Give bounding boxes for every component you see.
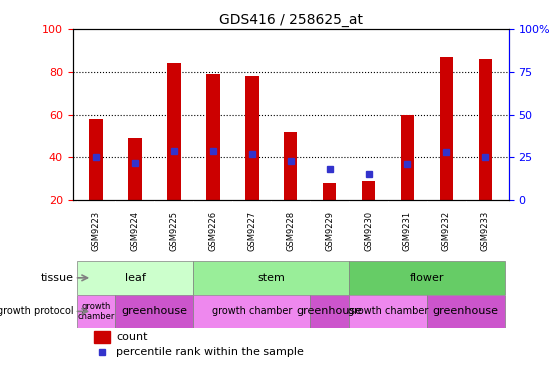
Text: GSM9228: GSM9228 <box>286 210 295 251</box>
Text: percentile rank within the sample: percentile rank within the sample <box>116 347 304 357</box>
Text: GSM9232: GSM9232 <box>442 210 451 251</box>
Bar <box>284 132 297 200</box>
Bar <box>323 183 337 200</box>
Bar <box>349 261 505 295</box>
Text: greenhouse: greenhouse <box>297 306 363 316</box>
Bar <box>94 331 110 343</box>
Bar <box>362 181 375 200</box>
Text: GSM9226: GSM9226 <box>209 210 217 251</box>
Text: count: count <box>116 332 148 342</box>
Title: GDS416 / 258625_at: GDS416 / 258625_at <box>219 13 363 27</box>
Text: GSM9229: GSM9229 <box>325 210 334 251</box>
Text: growth chamber: growth chamber <box>348 306 428 316</box>
Text: growth chamber: growth chamber <box>211 306 292 316</box>
Text: GSM9225: GSM9225 <box>169 210 178 251</box>
Bar <box>206 74 220 200</box>
Bar <box>479 59 492 200</box>
Text: GSM9230: GSM9230 <box>364 210 373 251</box>
Bar <box>439 57 453 200</box>
Text: growth protocol: growth protocol <box>0 306 73 316</box>
Bar <box>167 63 181 200</box>
Bar <box>77 295 116 328</box>
Bar <box>427 295 505 328</box>
Text: GSM9227: GSM9227 <box>247 210 256 251</box>
Text: greenhouse: greenhouse <box>433 306 499 316</box>
Text: GSM9231: GSM9231 <box>403 210 412 251</box>
Text: GSM9223: GSM9223 <box>92 210 101 251</box>
Bar <box>128 138 142 200</box>
Text: GSM9233: GSM9233 <box>481 210 490 251</box>
Text: growth
chamber: growth chamber <box>77 302 115 321</box>
Bar <box>77 261 193 295</box>
Bar <box>245 76 259 200</box>
Bar <box>193 261 349 295</box>
Text: GSM9224: GSM9224 <box>130 210 139 251</box>
Text: flower: flower <box>410 273 444 283</box>
Bar <box>310 295 349 328</box>
Bar <box>349 295 427 328</box>
Bar <box>193 295 310 328</box>
Text: stem: stem <box>257 273 285 283</box>
Text: tissue: tissue <box>40 273 73 283</box>
Bar <box>116 295 193 328</box>
Text: leaf: leaf <box>125 273 145 283</box>
Bar <box>401 115 414 200</box>
Bar <box>89 119 103 200</box>
Text: greenhouse: greenhouse <box>121 306 187 316</box>
